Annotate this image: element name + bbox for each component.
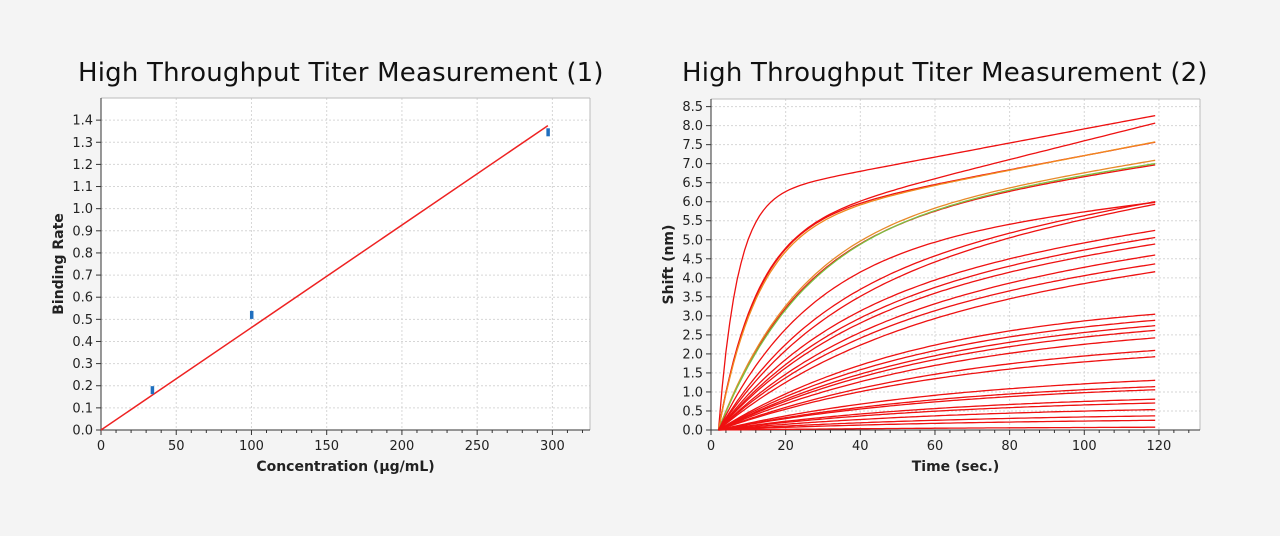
chart0-xtick-label: 50 bbox=[168, 439, 185, 454]
chart0-ytick-label: 1.3 bbox=[72, 136, 93, 151]
chart1-ytick-label: 7.5 bbox=[682, 138, 703, 153]
sensor-curve bbox=[717, 122, 1156, 431]
sensor-curve bbox=[717, 229, 1156, 431]
sensor-curve bbox=[717, 201, 1156, 431]
chart0-ytick-label: 1.2 bbox=[72, 158, 93, 173]
chart1-ytick-label: 4.5 bbox=[682, 252, 703, 267]
chart0-xtick-label: 150 bbox=[314, 439, 339, 454]
sensor-curve bbox=[718, 356, 1156, 431]
chart1-xtick-label: 0 bbox=[707, 439, 715, 454]
sensor-curve bbox=[718, 408, 1156, 431]
chart0-xtick-label: 300 bbox=[540, 439, 565, 454]
chart0-ytick-label: 0.1 bbox=[72, 401, 93, 416]
sensor-curve bbox=[718, 236, 1156, 431]
chart0-xtick-label: 200 bbox=[390, 439, 415, 454]
sensor-curve bbox=[718, 254, 1156, 431]
chart1-ytick-label: 5.0 bbox=[682, 233, 703, 248]
chart1-ytick-label: 1.5 bbox=[682, 366, 703, 381]
chart0-ytick-label: 0.5 bbox=[72, 313, 93, 328]
chart1-xtick-label: 40 bbox=[852, 439, 869, 454]
sensor-curve bbox=[718, 402, 1156, 431]
chart1-ytick-label: 8.0 bbox=[682, 119, 703, 134]
chart1-xtick-label: 20 bbox=[777, 439, 794, 454]
chart1-ytick-label: 2.5 bbox=[682, 328, 703, 343]
sensor-curve bbox=[717, 114, 1156, 431]
chart1-xtick-label: 60 bbox=[927, 439, 944, 454]
chart1-xtick-label: 100 bbox=[1072, 439, 1097, 454]
chart1-ytick-label: 3.5 bbox=[682, 290, 703, 305]
sensor-curve bbox=[718, 379, 1156, 431]
sensor-curve bbox=[718, 419, 1156, 431]
sensor-curve bbox=[718, 426, 1156, 431]
chart1-ytick-label: 5.5 bbox=[682, 214, 703, 229]
sensor-curve bbox=[718, 263, 1156, 431]
data-point bbox=[546, 128, 550, 137]
chart1-y-axis-label: Shift (nm) bbox=[661, 225, 677, 305]
chart1-x-axis-label: Time (sec.) bbox=[912, 459, 1000, 475]
chart1-title: High Throughput Titer Measurement (1) bbox=[78, 58, 604, 88]
chart1-ytick-label: 6.5 bbox=[682, 176, 703, 191]
sensor-curve bbox=[718, 389, 1156, 431]
fit-line bbox=[100, 125, 549, 431]
chart0-ytick-label: 1.1 bbox=[72, 180, 93, 195]
chart0-ytick-label: 0.9 bbox=[72, 224, 93, 239]
chart0-ytick-label: 0.6 bbox=[72, 291, 93, 306]
sensor-curve bbox=[718, 398, 1156, 431]
chart1-ytick-label: 7.0 bbox=[682, 157, 703, 172]
chart0-ytick-label: 0.8 bbox=[72, 246, 93, 261]
chart1-ytick-label: 0.5 bbox=[682, 404, 703, 419]
sensor-curve bbox=[718, 329, 1156, 431]
chart0-ytick-label: 1.0 bbox=[72, 202, 93, 217]
chart0-y-axis-label: Binding Rate bbox=[51, 213, 67, 315]
chart1-ytick-label: 3.0 bbox=[682, 309, 703, 324]
sensor-curve bbox=[718, 313, 1156, 431]
chart1-xtick-label: 120 bbox=[1147, 439, 1172, 454]
chart0-xtick-label: 0 bbox=[97, 439, 105, 454]
chart2-title: High Throughput Titer Measurement (2) bbox=[682, 58, 1208, 88]
sensor-curve bbox=[718, 337, 1156, 431]
chart0-xtick-label: 100 bbox=[239, 439, 264, 454]
chart1-ytick-label: 1.0 bbox=[682, 385, 703, 400]
sensor-curve bbox=[717, 162, 1156, 431]
chart0-ytick-label: 0.0 bbox=[72, 424, 93, 439]
chart0-xtick-label: 250 bbox=[465, 439, 490, 454]
data-point bbox=[150, 386, 155, 395]
sensor-curve bbox=[717, 159, 1156, 431]
chart1-ytick-label: 6.0 bbox=[682, 195, 703, 210]
sensor-curve bbox=[718, 324, 1156, 431]
chart0-ytick-label: 0.3 bbox=[72, 357, 93, 372]
sensor-curve bbox=[718, 385, 1156, 431]
curves-group bbox=[717, 114, 1156, 431]
chart0-ytick-label: 0.2 bbox=[72, 379, 93, 394]
sensor-curve bbox=[717, 141, 1156, 431]
sensor-curve bbox=[718, 271, 1156, 431]
chart0-ytick-label: 0.7 bbox=[72, 269, 93, 284]
sensor-curve bbox=[718, 243, 1156, 431]
chart0-ytick-label: 0.4 bbox=[72, 335, 93, 350]
chart1-plot-area bbox=[711, 99, 1200, 430]
sensor-curve bbox=[718, 415, 1156, 431]
chart1-ytick-label: 0.0 bbox=[682, 424, 703, 439]
chart1-ytick-label: 4.0 bbox=[682, 271, 703, 286]
data-point bbox=[249, 310, 254, 319]
chart0-x-axis-label: Concentration (µg/mL) bbox=[256, 459, 434, 475]
sensor-curve bbox=[718, 349, 1156, 431]
sensor-curve bbox=[717, 200, 1156, 431]
chart0-ytick-label: 1.4 bbox=[72, 114, 93, 129]
sensor-curve bbox=[717, 203, 1156, 431]
sensor-curve bbox=[718, 319, 1156, 431]
chart1-ytick-label: 2.0 bbox=[682, 347, 703, 362]
chart1-ytick-label: 8.5 bbox=[682, 100, 703, 115]
chart1-xtick-label: 80 bbox=[1001, 439, 1018, 454]
